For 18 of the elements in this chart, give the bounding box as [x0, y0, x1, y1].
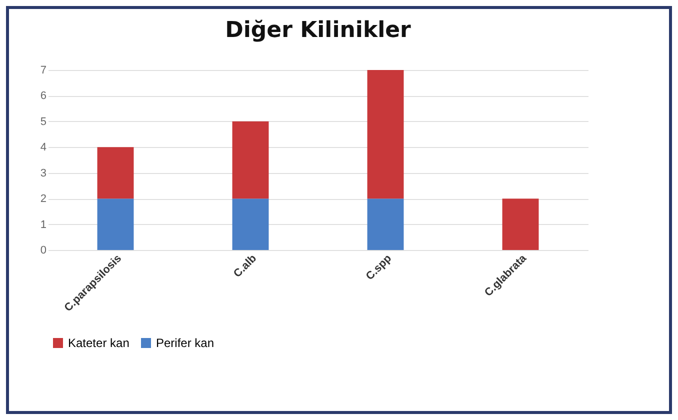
y-tick-label: 4 — [40, 142, 46, 154]
legend-label: Kateter kan — [68, 336, 130, 350]
bar — [502, 198, 539, 250]
y-tick-label: 0 — [40, 244, 46, 256]
y-tick-label: 1 — [40, 218, 46, 231]
bar — [367, 70, 404, 199]
bar — [232, 198, 269, 250]
bar — [97, 198, 134, 250]
y-tick-label: 6 — [40, 90, 46, 102]
y-tick-label: 7 — [40, 64, 46, 76]
chart-title: Diğer Kilinikler — [225, 18, 412, 43]
bar — [232, 121, 269, 199]
y-tick-label: 3 — [40, 167, 46, 180]
y-tick-label: 5 — [40, 116, 46, 128]
bar — [367, 198, 404, 250]
legend-label: Perifer kan — [156, 336, 214, 350]
bar — [97, 147, 134, 199]
y-tick-label: 2 — [40, 193, 46, 206]
